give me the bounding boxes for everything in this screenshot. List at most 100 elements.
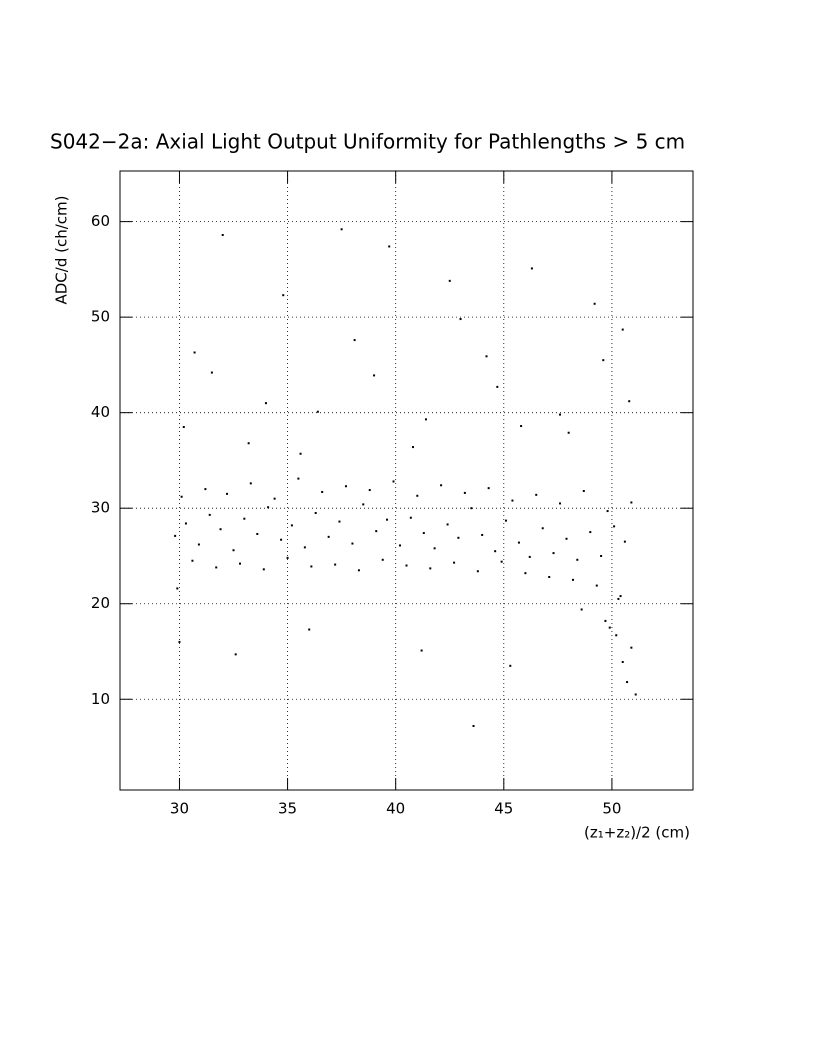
point xyxy=(470,507,473,510)
point xyxy=(176,587,179,590)
point xyxy=(314,511,317,514)
x-tick-label: 45 xyxy=(494,800,513,818)
point xyxy=(440,484,443,487)
point xyxy=(290,524,293,527)
point xyxy=(429,567,432,570)
point xyxy=(386,518,389,521)
point xyxy=(619,595,622,598)
point xyxy=(273,497,276,500)
point xyxy=(520,425,523,428)
point xyxy=(409,516,412,519)
point xyxy=(411,446,414,449)
point xyxy=(580,608,583,611)
point xyxy=(357,569,360,572)
point xyxy=(552,552,555,555)
point xyxy=(422,532,425,535)
point xyxy=(630,501,633,504)
point xyxy=(628,400,631,403)
point xyxy=(589,531,592,534)
point xyxy=(528,555,531,558)
point xyxy=(310,565,313,568)
point xyxy=(204,488,207,491)
point xyxy=(373,374,376,377)
point xyxy=(262,568,265,571)
point xyxy=(559,413,562,416)
point xyxy=(613,525,616,528)
point xyxy=(420,649,423,652)
point xyxy=(399,544,402,547)
point xyxy=(630,646,633,649)
point xyxy=(208,513,211,516)
point xyxy=(548,575,551,578)
point xyxy=(232,549,235,552)
point xyxy=(424,418,427,421)
point xyxy=(571,578,574,581)
x-tick-label: 40 xyxy=(386,800,405,818)
point xyxy=(567,431,570,434)
point xyxy=(504,519,507,522)
point xyxy=(485,355,488,358)
point xyxy=(388,245,391,248)
point xyxy=(487,487,490,490)
point xyxy=(340,228,343,231)
point xyxy=(344,485,347,488)
y-tick-label: 10 xyxy=(91,690,110,708)
point xyxy=(494,550,497,553)
point xyxy=(593,302,596,305)
point xyxy=(249,482,252,485)
point xyxy=(282,294,285,297)
point xyxy=(453,561,456,564)
point xyxy=(215,566,218,569)
point xyxy=(472,724,475,727)
point xyxy=(530,267,533,270)
point xyxy=(582,490,585,493)
point xyxy=(481,533,484,536)
point xyxy=(600,554,603,557)
point xyxy=(457,536,460,539)
y-tick-label: 50 xyxy=(91,308,110,326)
point xyxy=(446,523,449,526)
point xyxy=(303,546,306,549)
point xyxy=(226,492,229,495)
plot-frame xyxy=(119,170,694,791)
point xyxy=(517,541,520,544)
point xyxy=(626,681,629,684)
point xyxy=(634,693,637,696)
point xyxy=(243,517,246,520)
x-tick-label: 50 xyxy=(602,800,621,818)
point xyxy=(623,540,626,543)
point xyxy=(459,318,462,321)
chart-title: S042−2a: Axial Light Output Uniformity f… xyxy=(50,130,685,154)
point xyxy=(381,558,384,561)
point xyxy=(286,556,289,559)
y-tick-label: 30 xyxy=(91,499,110,517)
point xyxy=(375,530,378,533)
point xyxy=(433,547,436,550)
point xyxy=(267,506,270,509)
point xyxy=(178,640,181,643)
point xyxy=(299,452,302,455)
point xyxy=(595,584,598,587)
point xyxy=(210,371,213,374)
point xyxy=(416,494,419,497)
point xyxy=(197,543,200,546)
point xyxy=(405,564,408,567)
point xyxy=(182,426,185,429)
point xyxy=(353,339,356,342)
point xyxy=(308,628,311,631)
point xyxy=(264,402,267,405)
point xyxy=(617,597,620,600)
point xyxy=(524,572,527,575)
point xyxy=(511,499,514,502)
point xyxy=(476,570,479,573)
y-axis-label: ADC/d (ch/cm) xyxy=(53,196,71,305)
point xyxy=(316,410,319,413)
point xyxy=(621,328,624,331)
point xyxy=(565,537,568,540)
y-tick-label: 20 xyxy=(91,594,110,612)
point xyxy=(327,535,330,538)
point xyxy=(559,502,562,505)
y-tick-label: 60 xyxy=(91,212,110,230)
point xyxy=(448,279,451,282)
point xyxy=(606,510,609,513)
